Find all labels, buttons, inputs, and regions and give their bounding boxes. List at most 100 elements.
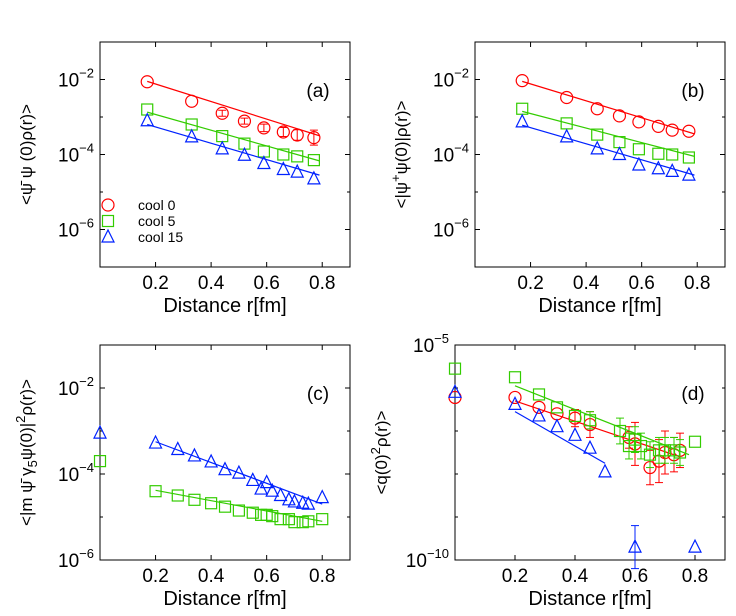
data-point	[246, 506, 259, 519]
fit-line	[147, 111, 320, 162]
data-point	[307, 131, 321, 145]
data-point	[290, 163, 305, 178]
y-tick-label: 10−4	[433, 141, 469, 167]
y-tick-label: 10−5	[413, 331, 449, 357]
y-axis-label: <q(0)2ρ(r)>	[368, 410, 391, 494]
panel-a: 0.2 0.4 0.6 0.8 10−2 10−4 10−6 Distance r[fm] <ψ…	[17, 41, 351, 317]
data-point	[266, 510, 279, 523]
data-point	[291, 150, 304, 163]
data-point	[508, 390, 522, 405]
x-tick-label: 0.8	[682, 566, 708, 587]
fit-line	[522, 80, 695, 135]
data-point	[550, 401, 564, 414]
data-point	[628, 538, 642, 553]
data-point	[632, 143, 645, 156]
panel-label: (a)	[306, 81, 329, 102]
data-point	[681, 166, 696, 181]
data-point	[673, 446, 687, 459]
data-point	[612, 109, 627, 123]
data-point	[583, 439, 597, 454]
legend-marker	[101, 228, 115, 243]
panel-label: (c)	[307, 384, 329, 405]
data-point	[515, 74, 529, 88]
y-axis-label: <|ψ+ψ(0)|ρ(r)>	[388, 100, 411, 208]
panel-label: (b)	[681, 81, 704, 102]
legend-label: cool 5	[138, 213, 176, 229]
x-tick-label: 0.2	[142, 273, 168, 294]
data-point	[590, 102, 604, 116]
data-point	[287, 493, 302, 508]
x-tick-label: 0.4	[562, 566, 589, 587]
axes-frame	[454, 344, 726, 561]
data-point	[508, 371, 522, 384]
data-point	[232, 504, 245, 517]
data-point	[612, 146, 627, 161]
panel-label: (d)	[681, 384, 704, 405]
data-point	[651, 119, 665, 133]
series-cool-0	[515, 74, 696, 138]
fit-line	[514, 411, 606, 464]
data-point	[631, 156, 646, 171]
data-point	[583, 414, 597, 427]
fit-line	[514, 400, 681, 458]
x-tick-label: 0.2	[502, 566, 528, 587]
data-point	[140, 112, 155, 127]
legend-label: cool 15	[138, 229, 183, 245]
data-point	[237, 146, 252, 161]
series-cool-5	[516, 102, 695, 164]
y-tick-label: 10−2	[58, 66, 94, 92]
series-cool-5	[141, 103, 320, 167]
data-point	[568, 426, 582, 441]
x-tick-label: 0.4	[198, 566, 225, 587]
x-tick-label: 0.6	[628, 273, 654, 294]
data-point	[184, 128, 199, 143]
data-point	[550, 418, 564, 433]
y-tick-label: 10−2	[433, 66, 469, 92]
y-tick-label: 10−4	[58, 141, 94, 167]
series-cool-0	[140, 75, 321, 146]
series-cool-15	[515, 113, 696, 181]
legend-marker	[101, 214, 115, 228]
x-axis-label: Distance r[fm]	[538, 295, 661, 317]
x-tick-label: 0.2	[517, 273, 543, 294]
data-point	[316, 513, 329, 526]
x-tick-label: 0.6	[253, 273, 279, 294]
data-point	[302, 515, 315, 528]
y-tick-label: 10−6	[58, 546, 94, 572]
data-point	[613, 424, 627, 438]
data-point	[277, 148, 290, 161]
data-point	[448, 362, 462, 375]
data-point	[532, 388, 546, 401]
panel-b: 0.2 0.4 0.6 0.8 10−2 10−4 10−6 Distance r[fm] <|…	[388, 41, 726, 317]
y-axis-label: <|m ψ̄ γ5ψ(0)|2ρ(r)>	[13, 379, 40, 526]
data-point	[188, 493, 201, 506]
data-point	[215, 106, 229, 120]
data-point	[666, 148, 679, 161]
data-point	[591, 128, 604, 141]
data-point	[532, 400, 546, 414]
data-point	[256, 155, 271, 170]
data-point	[682, 151, 695, 164]
fit-line	[147, 123, 320, 176]
x-tick-label: 0.4	[573, 273, 600, 294]
data-point	[568, 409, 582, 423]
data-point	[93, 455, 107, 468]
data-point	[307, 154, 320, 167]
data-point	[651, 160, 666, 175]
legend-label: cool 0	[138, 197, 176, 213]
axes-frame	[99, 344, 351, 561]
data-point	[218, 461, 232, 476]
data-point	[508, 395, 522, 410]
data-point	[665, 163, 680, 177]
data-point	[306, 170, 321, 185]
series-cool-5	[93, 455, 329, 529]
data-point	[257, 121, 271, 135]
data-point	[273, 487, 288, 502]
x-axis-label: Distance r[fm]	[163, 588, 286, 610]
data-point	[171, 489, 184, 502]
x-axis-label: Distance r[fm]	[528, 588, 651, 610]
series-cool-15	[93, 424, 330, 510]
data-point	[205, 497, 218, 510]
